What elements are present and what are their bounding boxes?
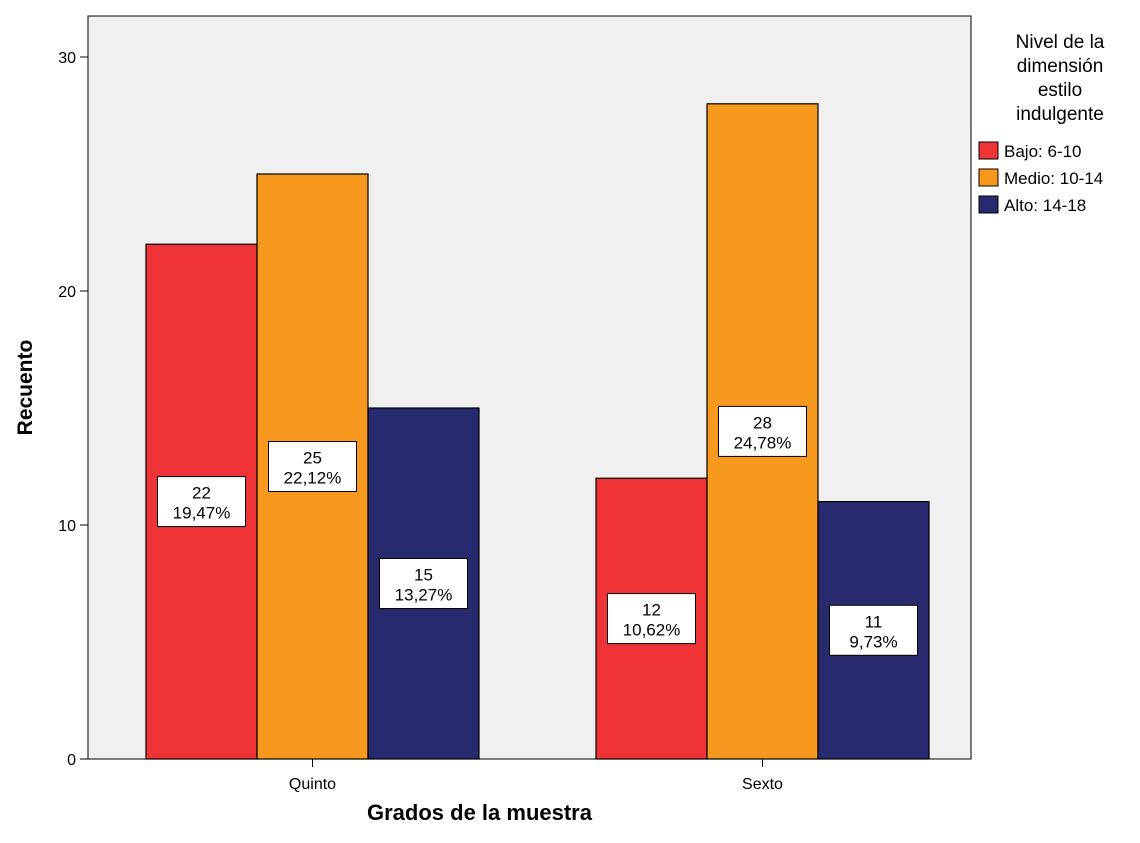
y-tick-label: 0 <box>67 752 76 769</box>
data-label-box <box>379 558 468 609</box>
data-label-box <box>829 604 918 656</box>
y-axis-label: Recuento <box>14 340 37 436</box>
y-tick-label: 20 <box>58 284 76 301</box>
legend-swatch <box>978 195 999 214</box>
legend-swatch <box>978 141 999 160</box>
data-label-percent: 24,78% <box>734 433 792 452</box>
y-tick-label: 10 <box>58 518 76 535</box>
x-axis-label: Grados de la muestra <box>367 800 593 825</box>
y-tick-label: 30 <box>58 50 76 67</box>
legend-label: Medio: 10-14 <box>1004 169 1103 188</box>
x-tick-label: Sexto <box>742 776 783 793</box>
data-label-count: 12 <box>642 601 661 620</box>
legend-swatch <box>978 168 999 187</box>
data-label-box <box>157 476 246 528</box>
data-label-count: 22 <box>192 484 211 503</box>
data-label-count: 25 <box>303 449 322 468</box>
legend-label: Bajo: 6-10 <box>1004 142 1082 161</box>
data-label-box <box>607 593 696 645</box>
data-label-percent: 22,12% <box>284 469 342 488</box>
x-tick-label: Quinto <box>289 776 336 793</box>
data-label-count: 11 <box>865 612 883 631</box>
legend-title: estilo <box>1038 80 1082 101</box>
data-label-percent: 10,62% <box>623 621 681 640</box>
legend-title: dimensión <box>1017 56 1104 77</box>
data-label-count: 15 <box>414 566 433 585</box>
data-label-percent: 9,73% <box>849 632 897 651</box>
legend-title: indulgente <box>1016 104 1104 125</box>
data-label-percent: 19,47% <box>173 504 231 523</box>
data-label-percent: 13,27% <box>395 586 453 605</box>
data-label-count: 28 <box>753 413 772 432</box>
legend-title: Nivel de la <box>1016 32 1105 53</box>
data-label-box <box>718 405 807 457</box>
data-label-box <box>268 441 357 492</box>
legend-label: Alto: 14-18 <box>1004 196 1086 215</box>
